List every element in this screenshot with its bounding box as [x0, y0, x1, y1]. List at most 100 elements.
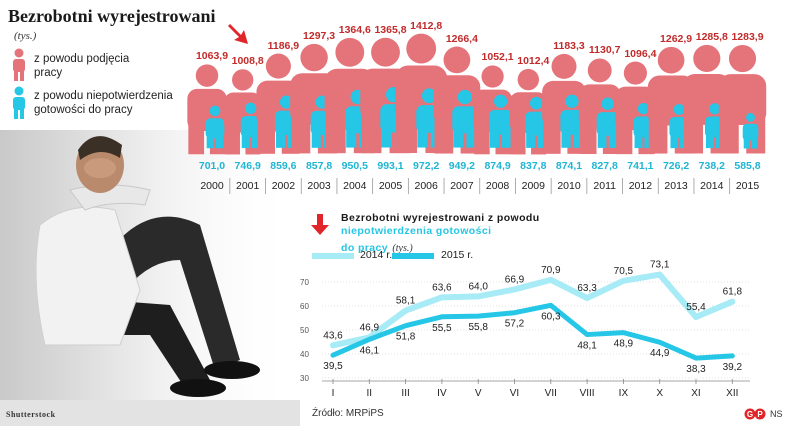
- person-red-icon: [13, 48, 25, 81]
- legend-2014-label: 2014 r.: [360, 249, 393, 261]
- legend-red-label: z powodu podjęcia pracy: [34, 53, 130, 79]
- red-value-label: 1186,9: [267, 39, 300, 52]
- data-label-2014: 43,6: [323, 330, 343, 341]
- red-value-label: 1412,8: [410, 19, 443, 32]
- red-value-label: 1130,7: [588, 44, 621, 57]
- x-tick-label: VI: [510, 388, 519, 399]
- red-value-label: 1183,3: [553, 39, 585, 52]
- year-label: 2012: [628, 180, 653, 192]
- figure-red-icon: [718, 45, 767, 154]
- data-label-2015: 57,2: [505, 319, 525, 330]
- year-label: 2007: [450, 180, 474, 192]
- unit-label: (tys.): [14, 30, 37, 42]
- data-label-2014: 46,9: [360, 322, 380, 333]
- figure-blue-icon: [596, 97, 619, 148]
- page-title: Bezrobotni wyrejestrowani: [8, 6, 216, 26]
- year-label: 2014: [700, 180, 724, 192]
- blue-value-label: 949,2: [448, 160, 476, 172]
- data-label-2015: 48,1: [577, 341, 597, 352]
- y-tick-label: 30: [300, 374, 309, 383]
- blue-value-label: 837,8: [520, 160, 547, 172]
- x-tick-label: XII: [726, 388, 738, 399]
- blue-value-label: 972,2: [413, 160, 440, 172]
- figure-blue-icon: [669, 103, 689, 149]
- data-label-2014: 63,3: [577, 283, 597, 294]
- x-tick-label: IV: [437, 388, 447, 399]
- data-label-2014: 58,1: [396, 296, 416, 307]
- data-label-2014: 73,1: [650, 260, 670, 271]
- data-label-2015: 46,1: [360, 345, 380, 356]
- x-tick-label: XI: [691, 388, 700, 399]
- blue-value-label: 827,8: [591, 160, 618, 172]
- blue-value-label: 874,1: [555, 160, 583, 172]
- red-value-label: 1297,3: [303, 29, 336, 42]
- red-value-label: 1096,4: [624, 47, 657, 60]
- red-value-label: 1364,6: [338, 23, 371, 36]
- red-value-label: 1063,9: [195, 50, 229, 63]
- photo-man-sitting: [0, 130, 300, 426]
- data-label-2014: 66,9: [505, 274, 525, 285]
- year-label: 2005: [378, 180, 403, 192]
- red-value-label: 1266,4: [445, 32, 478, 45]
- year-label: 2000: [200, 180, 224, 192]
- year-label: 2008: [485, 180, 510, 192]
- blue-value-label: 585,8: [734, 160, 761, 172]
- data-label-2015: 55,5: [432, 323, 452, 334]
- figure-blue-icon: [452, 89, 478, 148]
- data-label-2015: 38,3: [686, 364, 706, 375]
- year-label: 2011: [593, 180, 616, 192]
- year-label: 2001: [236, 180, 260, 192]
- red-value-label: 1365,8: [374, 23, 407, 36]
- x-tick-label: IX: [619, 388, 629, 399]
- legend-blue-label: z powodu niepotwierdzenia gotowości do pr…: [34, 90, 173, 116]
- blue-value-label: 741,1: [627, 160, 654, 172]
- legend-2015-swatch: [392, 253, 434, 259]
- data-label-2015: 55,8: [468, 322, 488, 333]
- figure-blue-icon: [560, 94, 584, 148]
- photo-credit: Shutterstock: [6, 410, 56, 419]
- data-label-2015: 51,8: [396, 332, 416, 343]
- blue-value-label: 859,6: [270, 160, 297, 172]
- year-label: 2006: [414, 180, 438, 192]
- red-value-label: 1262,9: [660, 32, 693, 45]
- data-label-2014: 55,4: [686, 302, 706, 313]
- data-label-2014: 70,5: [614, 266, 634, 277]
- line-chart-title-3: do pracy (tys.): [341, 242, 413, 254]
- blue-value-label: 746,9: [234, 160, 261, 172]
- legend-2014-swatch: [312, 253, 354, 259]
- x-tick-label: V: [475, 388, 482, 399]
- series-line-2014: [330, 271, 736, 349]
- year-label: 2004: [343, 180, 367, 192]
- x-tick-label: III: [401, 388, 409, 399]
- svg-text:G: G: [747, 410, 753, 419]
- figure-blue-icon: [633, 103, 654, 149]
- data-label-2014: 64,0: [468, 281, 488, 292]
- arrow-down-red-icon: [228, 24, 248, 44]
- data-label-2015: 39,5: [323, 361, 343, 372]
- data-label-2015: 39,2: [723, 362, 743, 373]
- x-tick-label: VII: [545, 388, 557, 399]
- person-blue-icon: [13, 86, 25, 119]
- publisher-logo-icon: G P: [744, 408, 766, 420]
- data-label-2015: 48,9: [614, 339, 634, 350]
- line-chart-title-1: Bezrobotni wyrejestrowani z powodu: [341, 212, 540, 224]
- x-tick-label: VIII: [580, 388, 595, 399]
- year-label: 2003: [307, 180, 331, 192]
- figure-blue-icon: [704, 103, 725, 149]
- year-label: 2015: [735, 180, 760, 192]
- data-label-2015: 60,3: [541, 311, 561, 322]
- year-label: 2013: [664, 180, 688, 192]
- red-value-label: 1052,1: [481, 51, 514, 64]
- line-chart-title-2: niepotwierdzenia gotowości: [341, 225, 492, 237]
- y-tick-label: 70: [300, 278, 309, 287]
- blue-value-label: 701,0: [198, 160, 226, 172]
- top-pictogram-chart: [187, 33, 767, 194]
- red-value-label: 1285,8: [695, 30, 728, 43]
- source-label: Źródło: MRPiPS: [312, 408, 384, 419]
- x-tick-label: X: [656, 388, 663, 399]
- blue-value-label: 857,8: [305, 160, 333, 172]
- y-tick-label: 40: [300, 350, 309, 359]
- year-label: 2010: [557, 180, 581, 192]
- arrow-down-red-icon: [311, 214, 329, 235]
